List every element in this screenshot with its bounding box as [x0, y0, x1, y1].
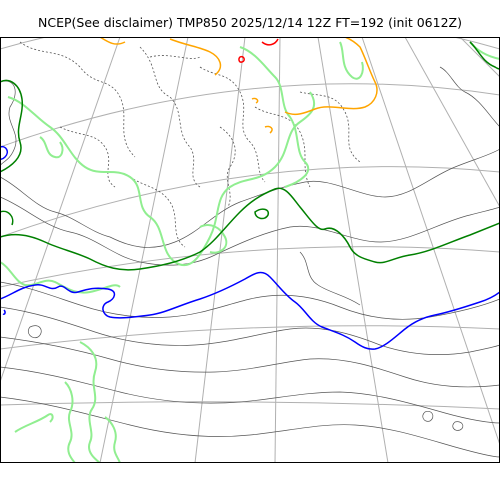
isotherm-green-dark: [254, 208, 270, 220]
isotherm-green-light: [14, 413, 54, 433]
isotherm-green-dark: [0, 187, 500, 271]
red-isotherms: [238, 38, 279, 63]
light-green-isotherms: [0, 41, 500, 463]
minor-isotherms: [0, 66, 500, 458]
latitude-line: [0, 246, 500, 288]
longitude-line: [0, 37, 121, 383]
longitude-line: [459, 37, 500, 78]
dashed-isotherms: [19, 41, 361, 248]
longitude-line: [99, 37, 189, 463]
latitude-lines: [0, 37, 500, 410]
isotherm-red: [261, 38, 279, 46]
map-border: [0, 37, 500, 463]
isotherm-orange: [251, 97, 259, 104]
weather-map: [0, 37, 500, 463]
isotherm-green-light: [199, 224, 228, 254]
isotherm-green-light: [7, 91, 316, 267]
isotherm-green-dark: [0, 210, 14, 226]
isotherm-green-dark: [0, 79, 24, 173]
latitude-line: [0, 325, 500, 350]
isotherm-red: [238, 55, 245, 63]
longitude-line: [274, 37, 281, 463]
longitude-line: [361, 37, 500, 446]
latitude-line: [0, 401, 500, 410]
longitude-line: [194, 37, 246, 463]
orange-isotherms: [99, 37, 378, 134]
isotherm-orange: [284, 37, 378, 116]
isotherm-green-light: [79, 341, 101, 463]
isotherm-orange: [264, 125, 273, 134]
isotherm-green-light: [64, 381, 76, 463]
isotherm-blue: [0, 271, 500, 350]
isotherm-green-dark: [469, 41, 500, 70]
latitude-line: [0, 166, 500, 238]
isotherm-blue: [0, 145, 8, 160]
longitude-lines: [0, 37, 500, 463]
isotherm-green-light: [104, 416, 121, 463]
longitude-line: [317, 37, 389, 463]
isotherm-orange: [169, 38, 222, 76]
isotherm-blue: [2, 309, 6, 315]
isotherm-green-light: [339, 41, 364, 80]
isotherm-green-light: [239, 46, 310, 188]
longitude-line: [404, 37, 500, 208]
isotherm-green-light: [39, 136, 64, 159]
isotherm-orange: [99, 37, 126, 45]
map-canvas: [0, 37, 500, 463]
map-title: NCEP(See disclaimer) TMP850 2025/12/14 1…: [38, 15, 462, 30]
latitude-line: [0, 37, 500, 50]
latitude-line: [0, 83, 500, 148]
